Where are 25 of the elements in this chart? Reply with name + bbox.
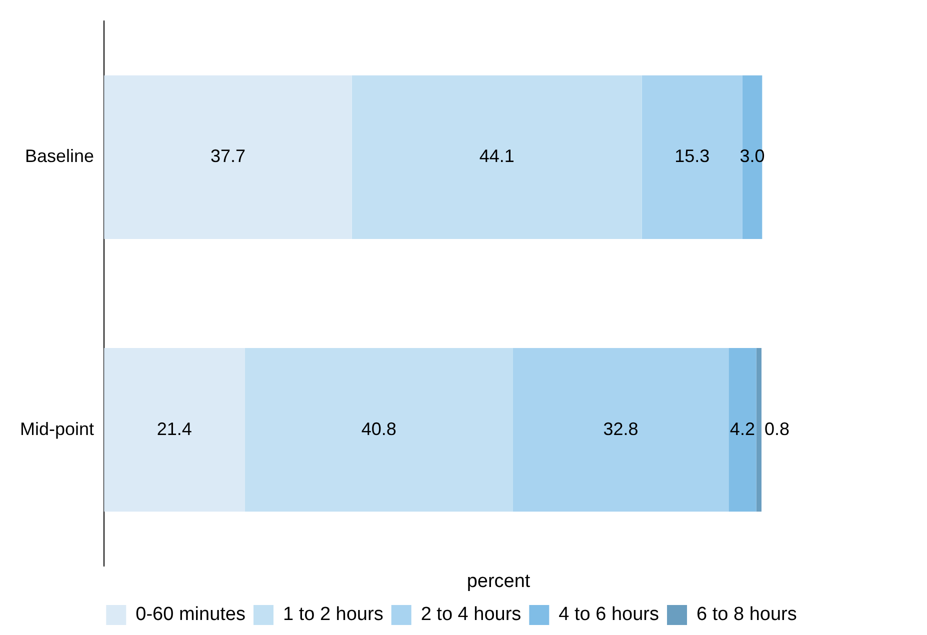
x-axis-title: percent: [466, 570, 531, 592]
data-label: 40.8: [361, 418, 396, 439]
bar: [728, 348, 756, 512]
legend-label: 6 to 8 hours: [696, 604, 797, 626]
bar: [104, 348, 245, 512]
y-tick-label: Mid-point: [20, 418, 94, 439]
legend-label: 2 to 4 hours: [420, 604, 522, 626]
data-label: 21.4: [156, 418, 192, 439]
legend-label: 4 to 6 hours: [558, 604, 660, 626]
data-label: 44.1: [479, 146, 514, 166]
data-label: 0.8: [764, 418, 790, 439]
legend-label: 1 to 2 hours: [282, 604, 384, 626]
bar: [642, 75, 742, 239]
bar: [756, 348, 762, 512]
legend-label: 0-60 minutes: [136, 604, 246, 626]
data-label: 15.3: [674, 146, 710, 166]
bar: [352, 75, 642, 239]
bar: [512, 348, 729, 512]
bar: [742, 75, 762, 239]
bar: [244, 348, 513, 512]
bar: [104, 75, 352, 239]
data-label: 4.2: [730, 418, 755, 439]
data-label: 32.8: [603, 418, 638, 439]
data-label: 37.7: [210, 146, 246, 166]
y-tick-label: Baseline: [24, 146, 94, 166]
